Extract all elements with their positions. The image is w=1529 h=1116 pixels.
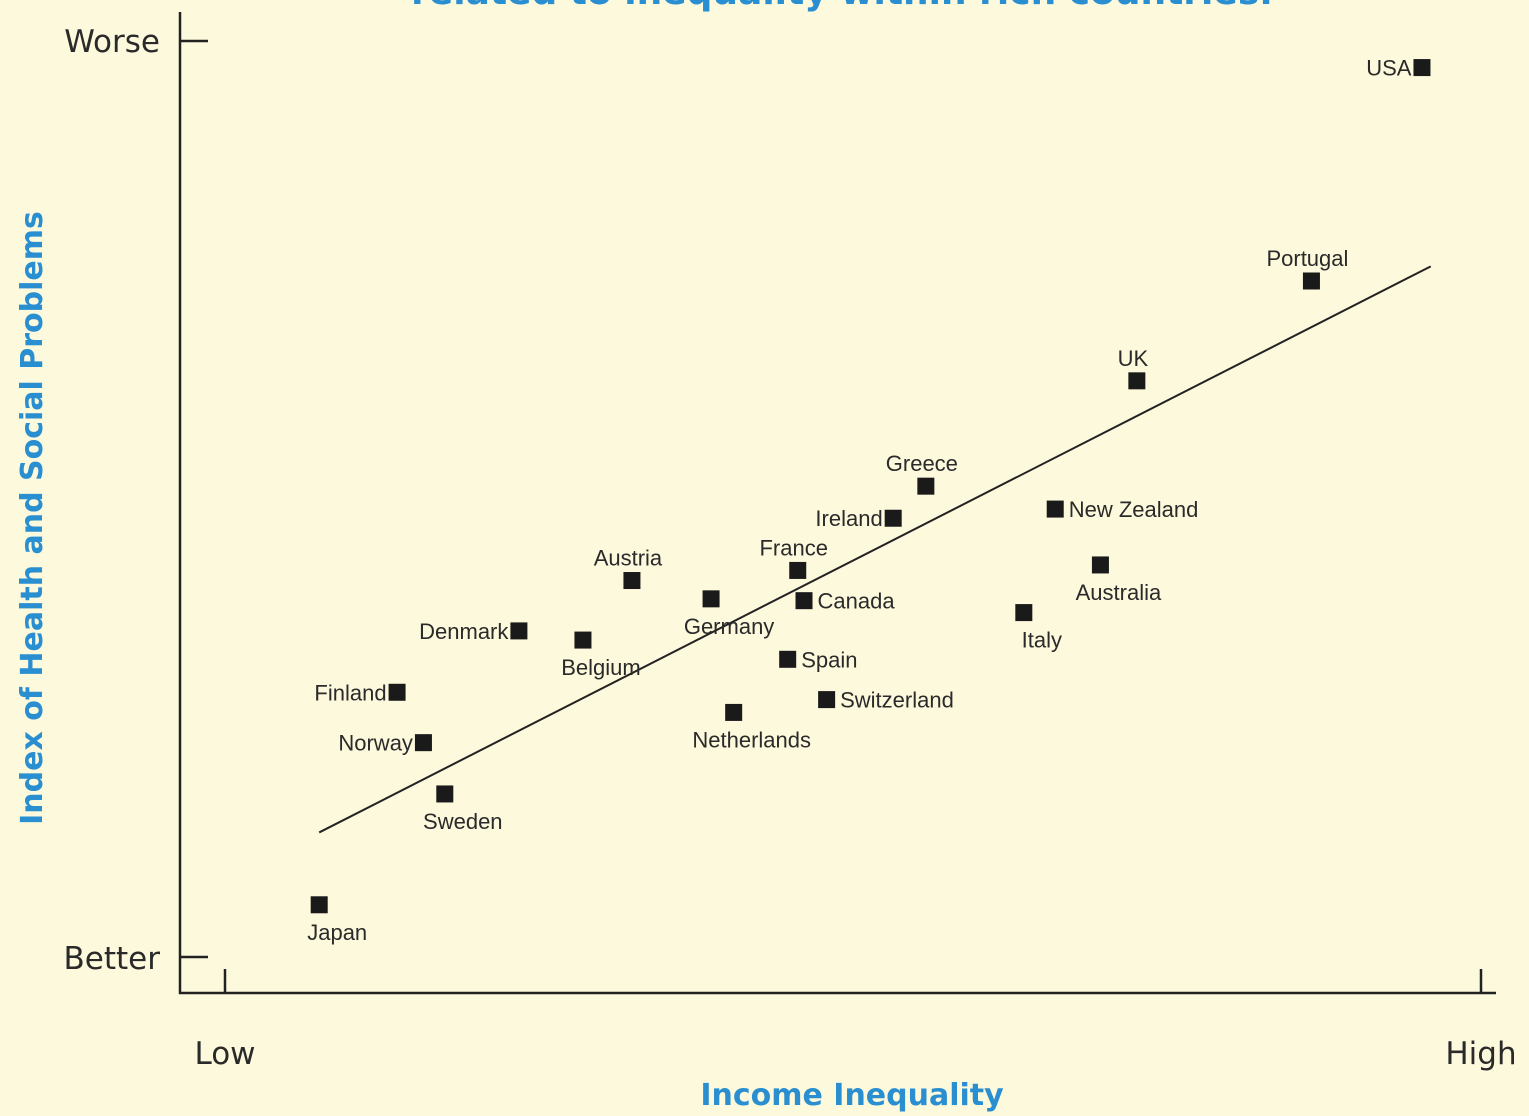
data-point-france xyxy=(789,561,807,579)
data-point-netherlands xyxy=(725,703,743,721)
data-point-spain xyxy=(779,650,797,668)
point-label-sweden: Sweden xyxy=(423,809,503,834)
data-point-switzerland xyxy=(818,691,836,709)
data-point-sweden xyxy=(436,785,454,803)
point-label-ireland: Ireland xyxy=(815,506,882,531)
data-point-denmark xyxy=(510,622,528,640)
data-point-portugal xyxy=(1302,272,1320,290)
point-label-netherlands: Netherlands xyxy=(692,727,811,752)
y-axis-title: Index of Health and Social Problems xyxy=(15,211,50,825)
point-label-denmark: Denmark xyxy=(419,619,509,644)
data-point-greece xyxy=(917,477,935,495)
y-tick-label-better: Better xyxy=(64,941,161,977)
data-point-japan xyxy=(310,896,328,914)
y-tick-label-worse: Worse xyxy=(64,24,160,60)
point-label-new-zealand: New Zealand xyxy=(1069,497,1199,522)
data-point-canada xyxy=(795,592,813,610)
point-label-switzerland: Switzerland xyxy=(840,688,954,713)
point-label-canada: Canada xyxy=(818,589,896,614)
data-point-belgium xyxy=(574,631,592,649)
points-layer: USA Portugal UK Greece Ireland New Zealand Aus… xyxy=(307,56,1431,945)
data-point-uk xyxy=(1128,372,1146,390)
data-point-germany xyxy=(702,590,720,608)
data-point-norway xyxy=(414,734,432,752)
point-label-portugal: Portugal xyxy=(1266,246,1348,271)
x-axis-title: Income Inequality xyxy=(700,1078,1004,1113)
data-point-austria xyxy=(623,572,641,590)
data-point-finland xyxy=(388,683,406,701)
axes xyxy=(178,12,1496,995)
x-tick-label-low: Low xyxy=(194,1036,255,1072)
data-point-new-zealand xyxy=(1046,500,1064,518)
point-label-greece: Greece xyxy=(886,451,958,476)
point-label-finland: Finland xyxy=(314,680,386,705)
x-tick-label-high: High xyxy=(1445,1036,1516,1072)
trendline-layer xyxy=(318,265,1432,834)
point-label-japan: Japan xyxy=(307,920,367,945)
data-point-usa xyxy=(1413,59,1431,77)
trendline xyxy=(318,265,1432,834)
data-point-ireland xyxy=(884,509,902,527)
point-label-germany: Germany xyxy=(684,614,774,639)
point-label-italy: Italy xyxy=(1022,628,1062,653)
point-label-austria: Austria xyxy=(594,546,663,571)
point-label-norway: Norway xyxy=(338,731,413,756)
chart-title: related to inequality within rich countr… xyxy=(411,0,1273,13)
point-label-france: France xyxy=(759,535,827,560)
data-point-italy xyxy=(1015,604,1033,622)
point-label-belgium: Belgium xyxy=(561,655,640,680)
point-label-spain: Spain xyxy=(801,647,857,672)
point-label-usa: USA xyxy=(1366,56,1412,81)
point-label-uk: UK xyxy=(1118,346,1149,371)
point-label-australia: Australia xyxy=(1076,580,1162,605)
data-point-australia xyxy=(1091,556,1109,574)
